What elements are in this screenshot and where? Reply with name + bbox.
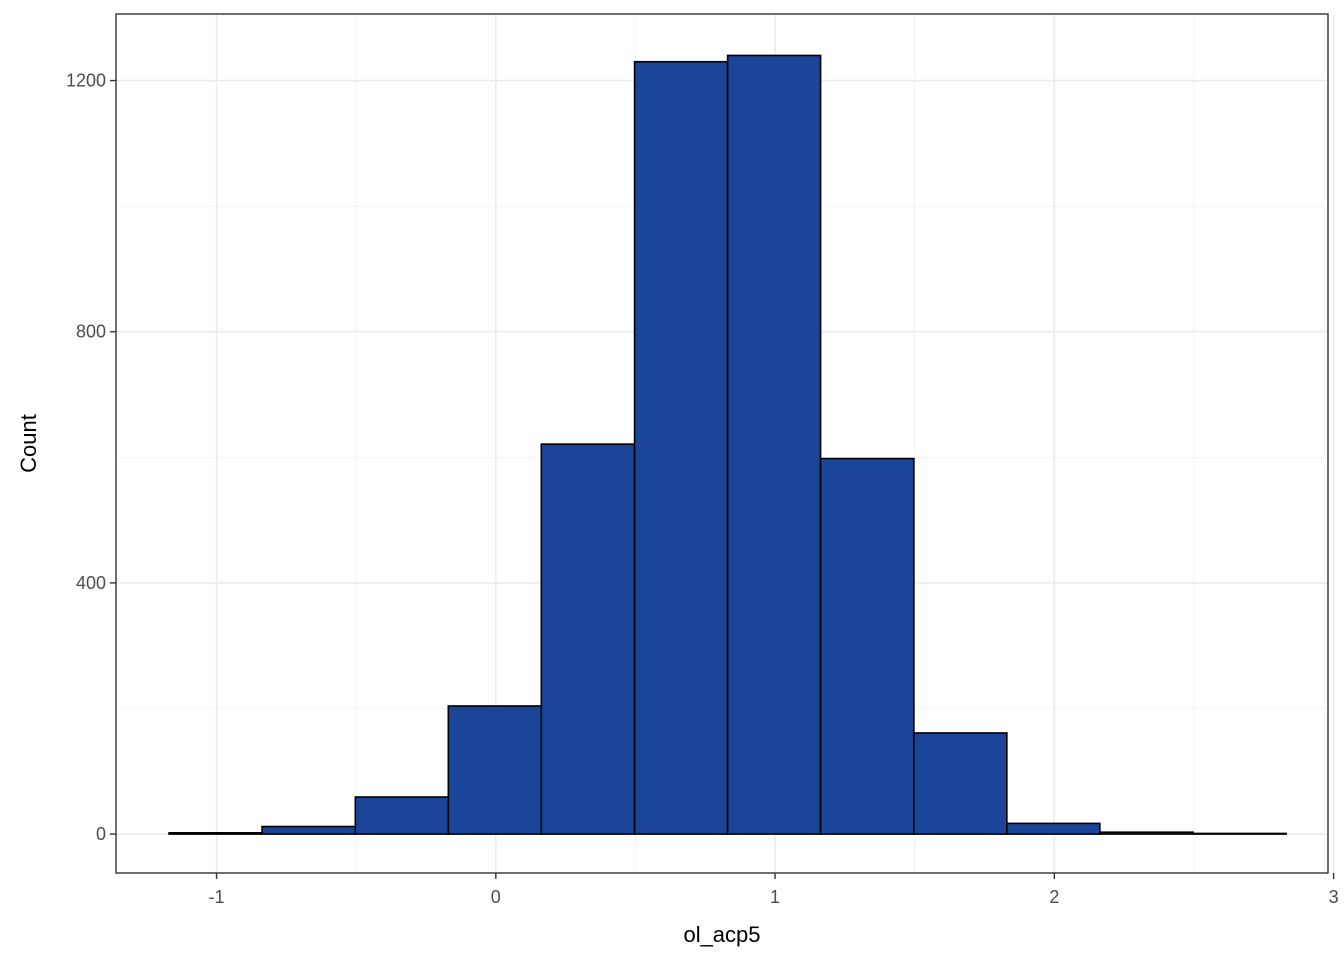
y-axis-title: Count xyxy=(16,414,41,473)
histogram-bar xyxy=(447,705,543,835)
histogram-bar xyxy=(540,443,636,835)
x-axis-title: ol_acp5 xyxy=(683,922,760,947)
x-tick-label: 1 xyxy=(770,887,780,907)
histogram-bar xyxy=(819,457,915,835)
histogram-bar xyxy=(726,54,822,835)
histogram-bar xyxy=(261,825,357,835)
x-tick-label: 0 xyxy=(491,887,501,907)
histogram-bar xyxy=(1006,822,1101,835)
histogram-bar xyxy=(633,60,729,835)
y-tick-label: 1200 xyxy=(66,71,106,91)
histogram-bar xyxy=(1192,832,1287,835)
x-tick-label: 2 xyxy=(1049,887,1059,907)
x-tick-label: -1 xyxy=(209,887,225,907)
histogram-bar xyxy=(1099,831,1194,835)
y-tick-label: 0 xyxy=(96,824,106,844)
x-tick-label: 3 xyxy=(1329,887,1339,907)
histogram-bars xyxy=(168,54,1287,835)
histogram-bar xyxy=(354,796,450,835)
y-tick-label: 400 xyxy=(76,573,106,593)
panel-border xyxy=(115,13,1329,874)
y-tick-label: 800 xyxy=(76,322,106,342)
histogram-bar xyxy=(913,732,1008,835)
histogram-bar xyxy=(168,832,263,835)
axes: 0 400 800 1200 -1 0 1 2 3 xyxy=(66,71,1339,907)
